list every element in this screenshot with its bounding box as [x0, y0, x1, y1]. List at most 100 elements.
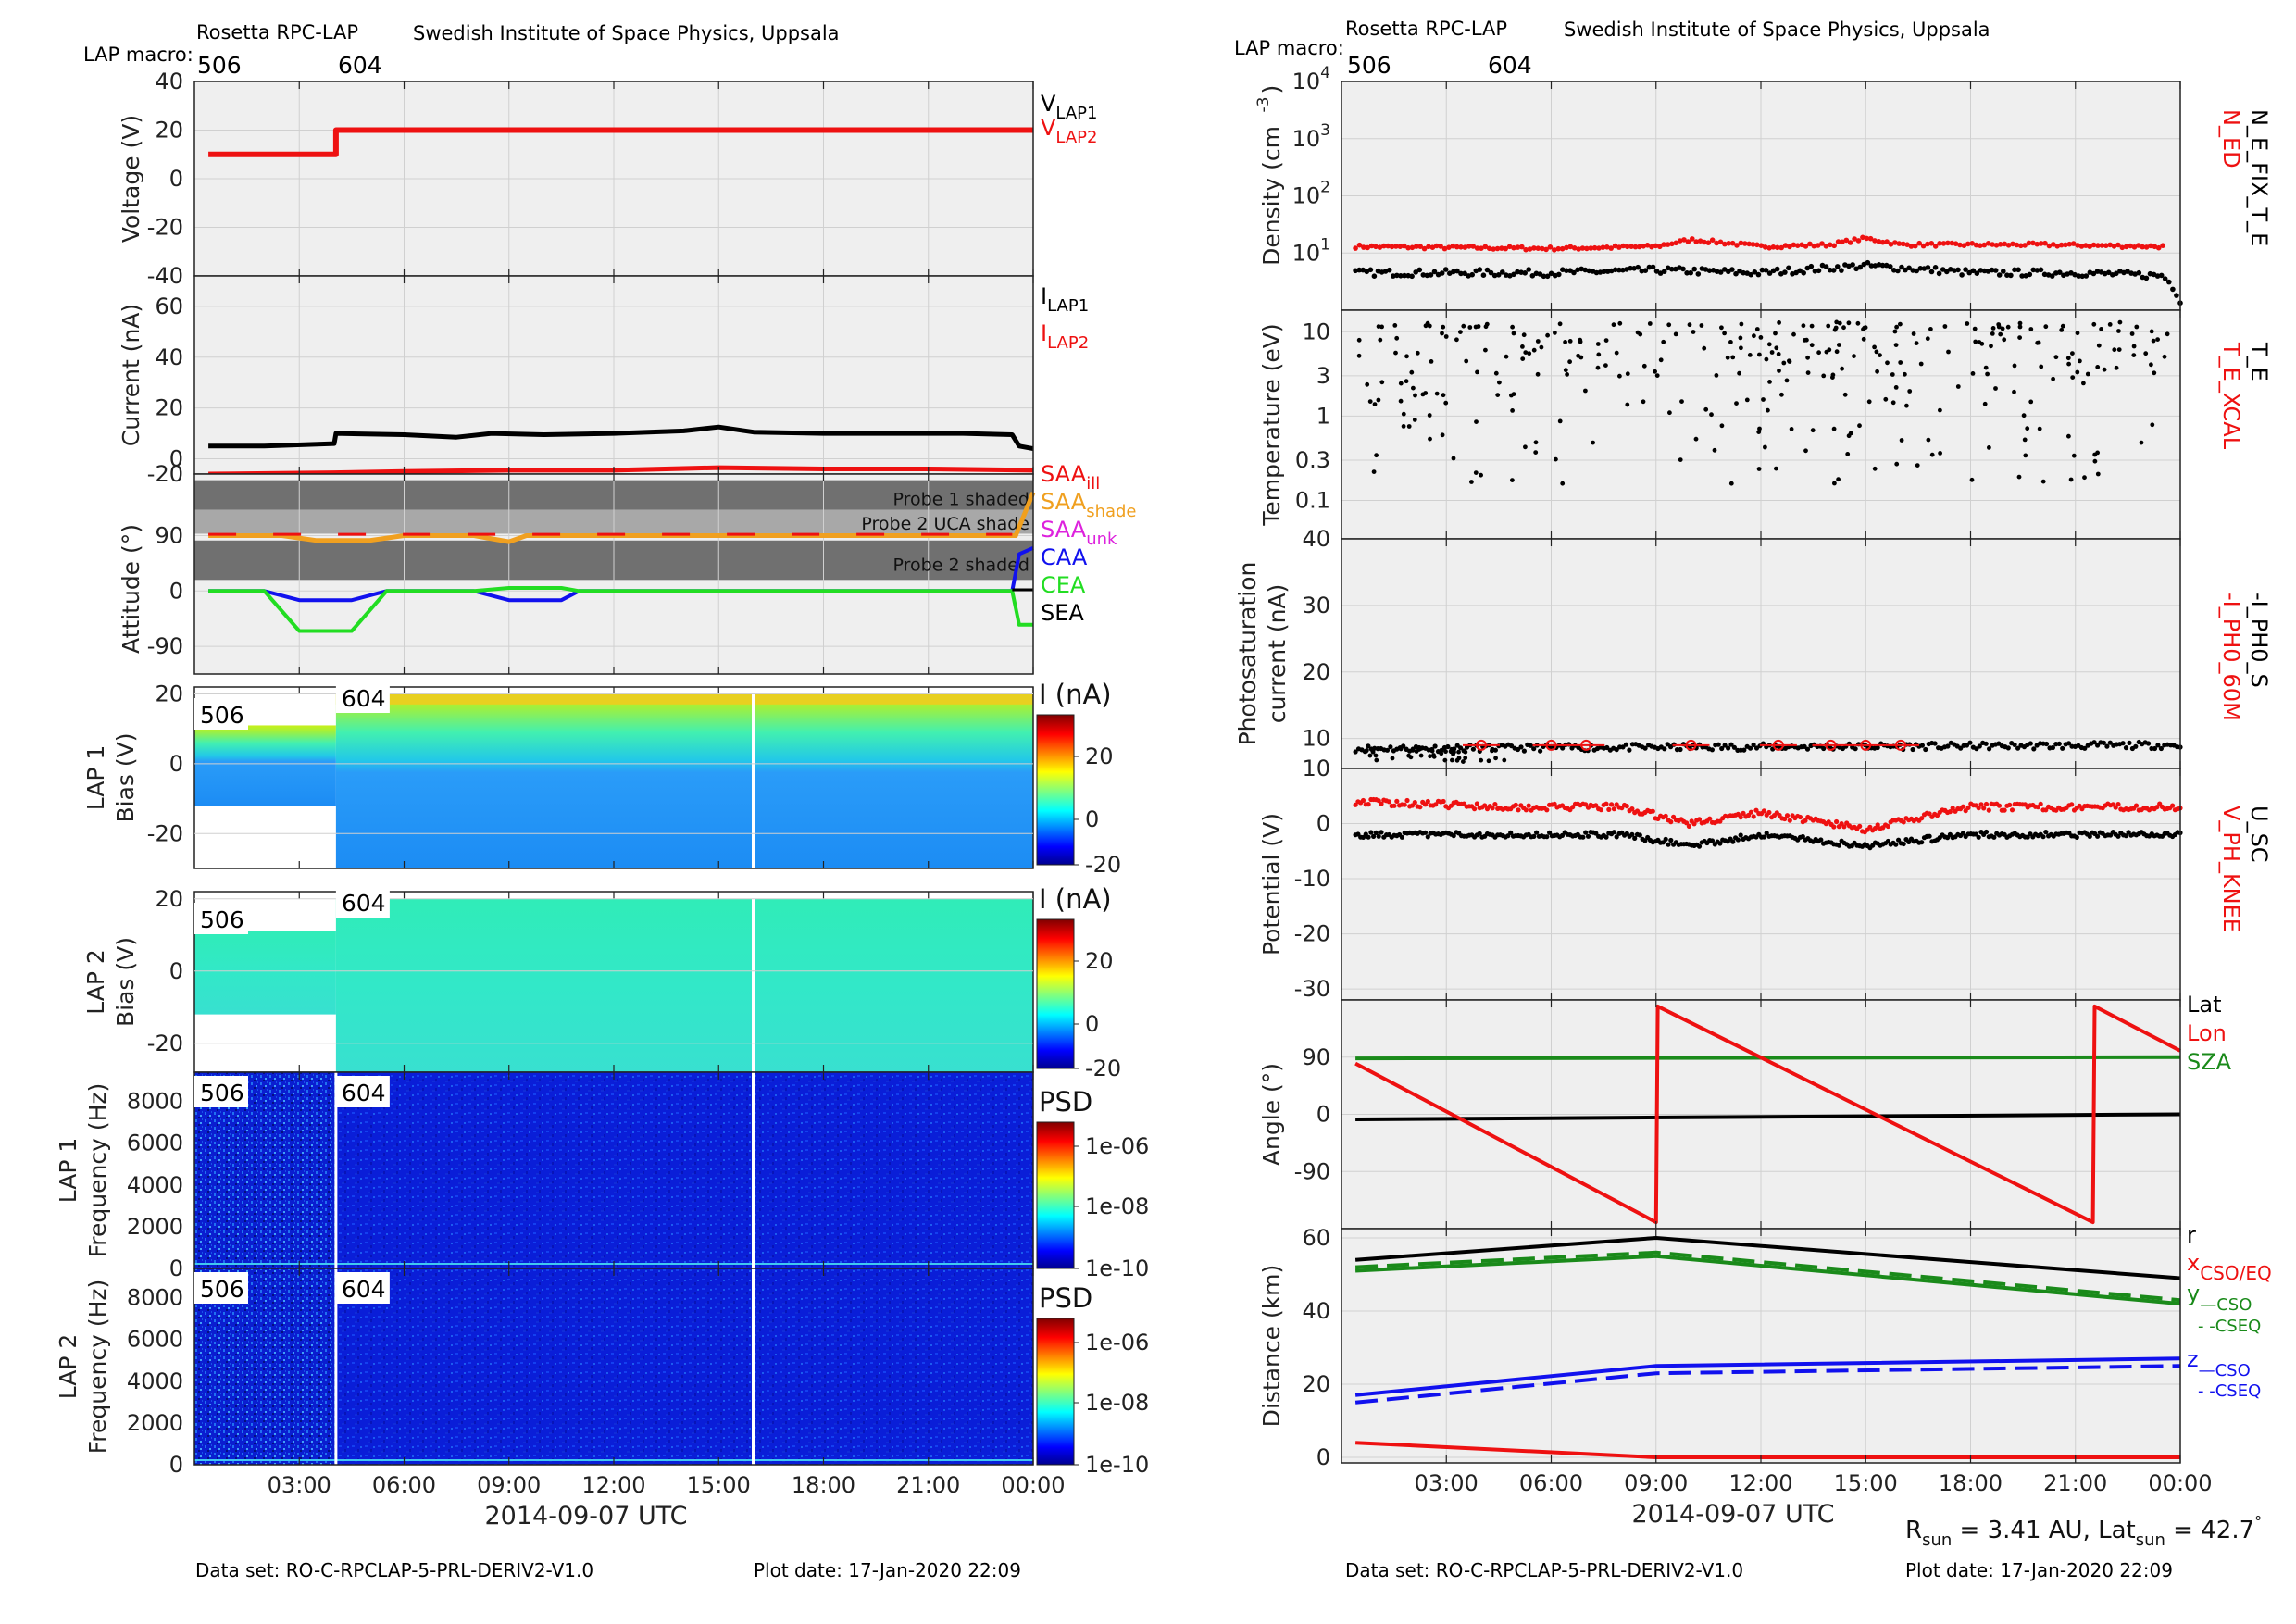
data-point: [1399, 834, 1404, 840]
data-point: [2050, 744, 2055, 751]
data-point: [2070, 375, 2076, 380]
data-point: [1477, 267, 1483, 272]
data-point: [1719, 325, 1724, 331]
data-point: [1433, 802, 1439, 807]
data-point: [1470, 244, 1476, 249]
data-point: [1965, 805, 1971, 811]
data-point: [1451, 456, 1456, 461]
data-point: [1379, 324, 1384, 330]
data-point: [2017, 335, 2023, 340]
data-point: [1764, 831, 1769, 836]
data-point: [1603, 834, 1609, 840]
macro-box: [335, 1272, 390, 1304]
y-tick-label: 40: [155, 344, 183, 370]
data-point: [1759, 267, 1766, 273]
data-point: [2115, 242, 2121, 248]
data-point: [1973, 339, 1978, 344]
colorbar-label: I (nA): [1039, 679, 1112, 710]
data-point: [1653, 243, 1659, 249]
data-point: [1404, 379, 1409, 384]
data-point: [1458, 244, 1464, 250]
spectro-604-block: [335, 1268, 1033, 1465]
density-panel: 104 103 102 101 Density (cm -3) N_ED N_E_FIX_T_…: [1254, 64, 2272, 311]
data-point: [1705, 240, 1712, 246]
data-point: [1511, 244, 1516, 251]
data-point: [1797, 268, 1803, 274]
data-point: [1978, 243, 1983, 249]
data-point: [2049, 273, 2055, 279]
data-point: [1458, 330, 1463, 334]
data-point: [2103, 243, 2109, 249]
data-point: [1876, 239, 1882, 244]
data-point: [1604, 744, 1610, 751]
data-point: [2134, 324, 2140, 330]
data-point: [1376, 397, 1381, 403]
data-point: [1428, 754, 1432, 759]
y-axis-label: Distance (km): [1258, 1265, 1285, 1428]
data-point: [1356, 337, 1362, 343]
macro-box: [335, 886, 390, 918]
lap1-bias-spectrogram: 20 0 -20 LAP 1 Bias (V) 506 604 I (nA) 20 0 -20: [82, 679, 1121, 878]
data-point: [1928, 327, 1933, 331]
y-axis-label: LAP 2: [55, 1334, 81, 1400]
data-point: [1728, 481, 1734, 486]
data-point: [1763, 444, 1767, 450]
data-point: [1521, 748, 1527, 754]
y-tick-label: -90: [147, 633, 183, 659]
data-point: [1894, 324, 1899, 330]
data-point: [1611, 830, 1616, 835]
data-point: [1836, 477, 1841, 482]
data-point: [1603, 363, 1608, 368]
y-tick-label: 60: [155, 294, 183, 319]
data-point: [1839, 268, 1844, 273]
data-point: [1378, 337, 1383, 343]
data-point: [2099, 327, 2104, 331]
data-point: [1456, 749, 1461, 755]
data-point: [1410, 746, 1416, 752]
macro-506-right: 506: [1347, 52, 1391, 79]
data-point: [1454, 268, 1460, 274]
x-tick-label: 03:00: [268, 1472, 331, 1498]
data-point: [1497, 380, 1502, 385]
data-point: [1490, 748, 1494, 754]
data-point: [1784, 813, 1791, 818]
colorbar-tick-label: -20: [1085, 1056, 1121, 1081]
colorbar-label: PSD: [1039, 1086, 1092, 1118]
y-tick-label: 0: [169, 751, 183, 777]
data-point: [2022, 243, 2028, 248]
data-point: [1418, 753, 1424, 758]
data-point: [1769, 350, 1775, 355]
data-point: [1393, 244, 1399, 249]
data-point: [1904, 403, 1909, 408]
data-point: [1766, 270, 1773, 276]
data-point: [1827, 347, 1832, 353]
data-point: [1653, 369, 1657, 374]
data-point: [1625, 402, 1630, 407]
data-point: [2070, 351, 2075, 356]
data-point: [1596, 352, 1602, 357]
macro-box: [335, 681, 390, 713]
data-point: [1714, 373, 1719, 378]
data-point: [2012, 267, 2017, 273]
data-point: [2155, 743, 2161, 748]
data-point: [1712, 447, 1717, 453]
data-point: [1443, 749, 1448, 755]
y-axis-label: Angle (°): [1258, 1063, 1285, 1166]
data-point: [1986, 807, 1991, 813]
data-point: [1779, 392, 1784, 397]
data-point: [2120, 741, 2126, 746]
data-point: [1748, 271, 1753, 278]
data-point: [1810, 428, 1816, 433]
data-point: [2005, 324, 2011, 330]
data-point: [1840, 239, 1845, 245]
data-point: [2099, 243, 2105, 248]
data-point: [1883, 396, 1889, 402]
y-tick-label: -40: [147, 263, 183, 289]
data-point: [1467, 325, 1473, 330]
data-point: [1535, 245, 1541, 252]
data-point: [1957, 242, 1963, 248]
y-tick-label: 2000: [127, 1214, 183, 1240]
data-point: [2152, 244, 2158, 250]
spectro-604-block: [335, 1072, 1033, 1268]
data-point: [1374, 757, 1379, 763]
